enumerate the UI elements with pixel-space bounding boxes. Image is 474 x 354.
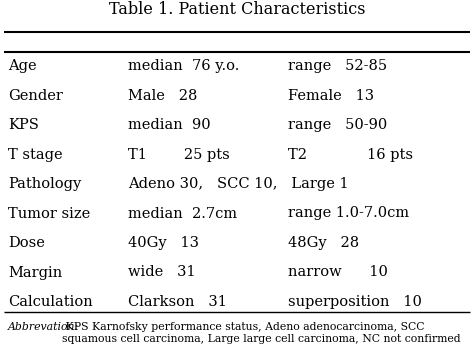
Text: Abbrevation:: Abbrevation: [8, 322, 79, 332]
Text: T2             16 pts: T2 16 pts [288, 148, 413, 161]
Text: median  90: median 90 [128, 118, 210, 132]
Text: 48Gy   28: 48Gy 28 [288, 236, 359, 250]
Text: Table 1. Patient Characteristics: Table 1. Patient Characteristics [109, 1, 365, 18]
Text: Tumor size: Tumor size [8, 206, 90, 221]
Text: Pathology: Pathology [8, 177, 81, 191]
Text: T1        25 pts: T1 25 pts [128, 148, 230, 161]
Text: Gender: Gender [8, 88, 63, 103]
Text: wide   31: wide 31 [128, 266, 196, 280]
Text: narrow      10: narrow 10 [288, 266, 388, 280]
Text: range 1.0-7.0cm: range 1.0-7.0cm [288, 206, 409, 221]
Text: Male   28: Male 28 [128, 88, 197, 103]
Text: Female   13: Female 13 [288, 88, 374, 103]
Text: Adeno 30,   SCC 10,   Large 1: Adeno 30, SCC 10, Large 1 [128, 177, 348, 191]
Text: median  76 y.o.: median 76 y.o. [128, 59, 239, 73]
Text: range   50-90: range 50-90 [288, 118, 387, 132]
Text: KPS: KPS [8, 118, 39, 132]
Text: range   52-85: range 52-85 [288, 59, 387, 73]
Text: KPS Karnofsky performance status, Adeno adenocarcinoma, SCC
squamous cell carcin: KPS Karnofsky performance status, Adeno … [63, 322, 461, 344]
Text: Dose: Dose [8, 236, 45, 250]
Text: Clarkson   31: Clarkson 31 [128, 295, 227, 309]
Text: Margin: Margin [8, 266, 62, 280]
Text: superposition   10: superposition 10 [288, 295, 422, 309]
Text: T stage: T stage [8, 148, 63, 161]
Text: Age: Age [8, 59, 36, 73]
Text: Calculation: Calculation [8, 295, 93, 309]
Text: median  2.7cm: median 2.7cm [128, 206, 237, 221]
Text: 40Gy   13: 40Gy 13 [128, 236, 199, 250]
